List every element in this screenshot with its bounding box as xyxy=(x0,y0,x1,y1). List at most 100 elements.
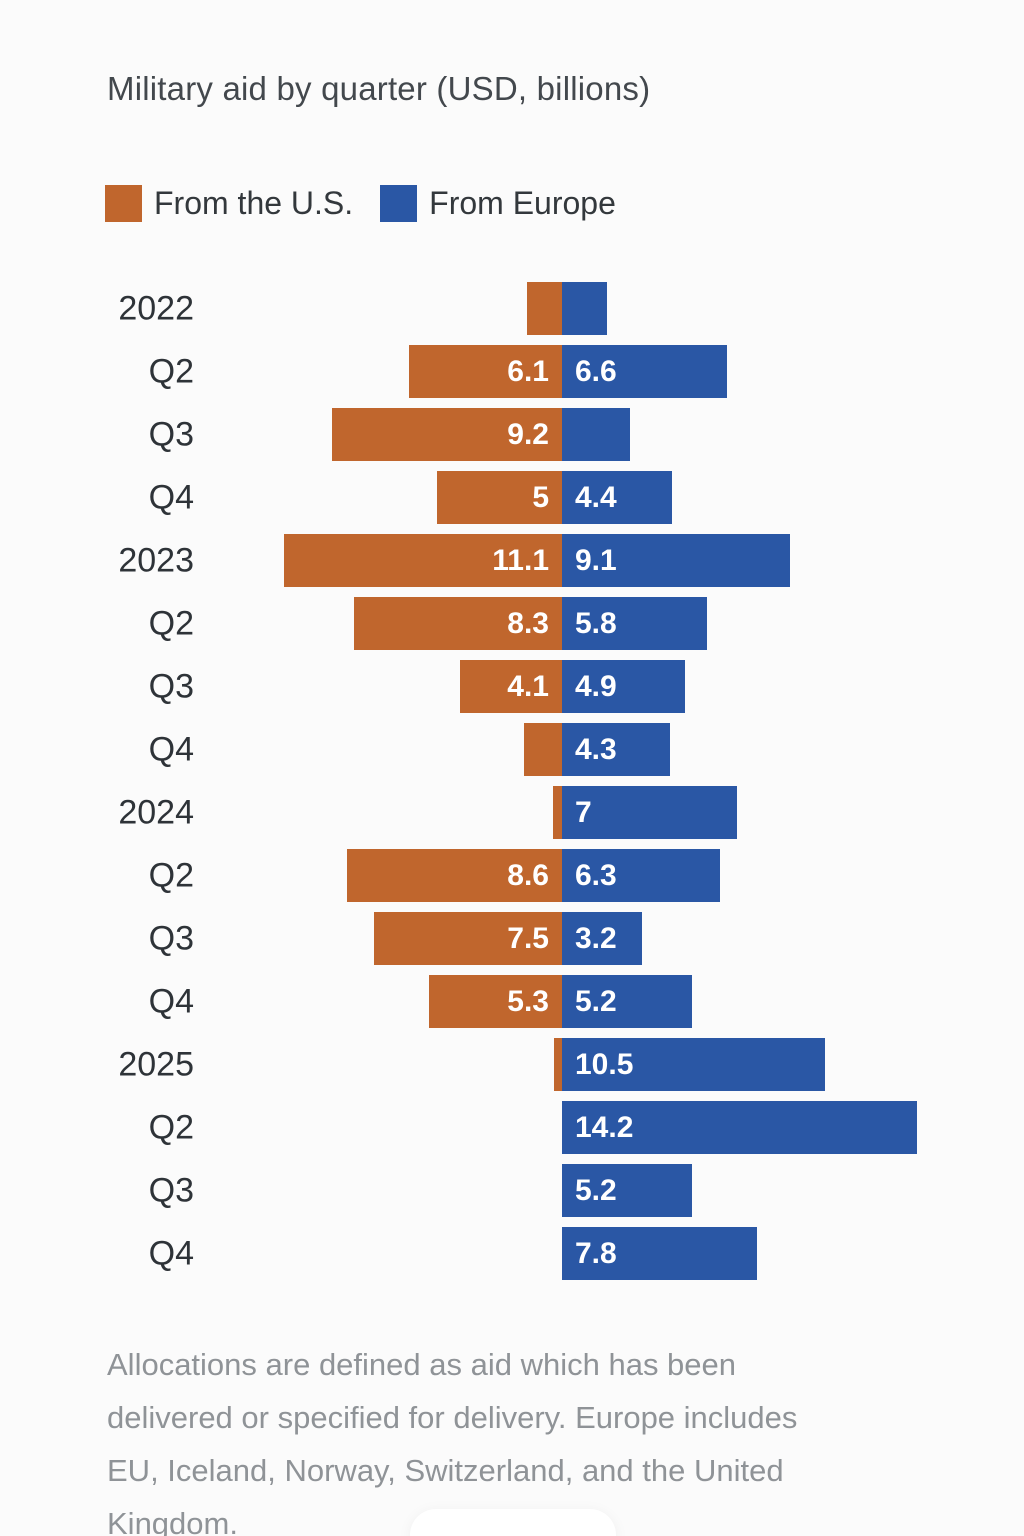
europe-bar: 5.8 xyxy=(562,597,707,650)
us-bar xyxy=(527,282,562,335)
us-zone: 4.1 xyxy=(0,660,562,713)
europe-bar-value: 6.3 xyxy=(575,859,617,892)
us-bar: 8.6 xyxy=(347,849,562,902)
us-bar-value: 9.2 xyxy=(507,418,549,451)
europe-bar: 5.2 xyxy=(562,1164,692,1217)
row-label: Q2 xyxy=(148,1108,194,1146)
legend-label-europe: From Europe xyxy=(429,185,616,221)
europe-bar: 6.3 xyxy=(562,849,720,902)
us-zone xyxy=(0,1038,562,1091)
us-zone: 7.5 xyxy=(0,912,562,965)
us-bar-value: 4.1 xyxy=(507,670,549,703)
europe-bar: 4.4 xyxy=(562,471,672,524)
europe-zone: 7.8 xyxy=(562,1227,1024,1280)
legend-label-us: From the U.S. xyxy=(154,185,354,221)
europe-zone: 14.2 xyxy=(562,1101,1024,1154)
us-bar-value: 6.1 xyxy=(507,355,549,388)
europe-bar xyxy=(562,408,630,461)
europe-zone: 9.1 xyxy=(562,534,1024,587)
europe-bar: 3.2 xyxy=(562,912,642,965)
us-zone: 9.2 xyxy=(0,408,562,461)
europe-bar: 4.9 xyxy=(562,660,685,713)
europe-zone: 3.2 xyxy=(562,912,1024,965)
europe-zone xyxy=(562,408,1024,461)
chart-row-5: Q2 8.3 5.8 xyxy=(0,592,1024,655)
europe-bar xyxy=(562,282,607,335)
europe-bar-value: 4.3 xyxy=(575,733,617,766)
europe-bar-value: 4.4 xyxy=(575,481,617,514)
europe-bar-value: 14.2 xyxy=(575,1111,634,1144)
europe-bar-value: 7.8 xyxy=(575,1237,617,1270)
europe-zone: 4.3 xyxy=(562,723,1024,776)
chart-row-12: 2025 10.5 xyxy=(0,1033,1024,1096)
chart-row-13: Q2 14.2 xyxy=(0,1096,1024,1159)
footnote-line: EU, Iceland, Norway, Switzerland, and th… xyxy=(107,1453,784,1488)
chart-row-1: Q2 6.1 6.6 xyxy=(0,340,1024,403)
us-bar xyxy=(524,723,562,776)
chart-row-2: Q3 9.2 xyxy=(0,403,1024,466)
europe-bar-value: 6.6 xyxy=(575,355,617,388)
legend-item-europe: From Europe xyxy=(380,185,616,222)
europe-zone: 5.2 xyxy=(562,1164,1024,1217)
row-label: Q3 xyxy=(148,919,194,957)
europe-zone: 4.4 xyxy=(562,471,1024,524)
chart-row-0: 2022 xyxy=(0,277,1024,340)
row-label: Q3 xyxy=(148,667,194,705)
us-bar xyxy=(554,1038,562,1091)
row-label: Q2 xyxy=(148,604,194,642)
us-bar-value: 7.5 xyxy=(507,922,549,955)
footnote-line: delivered or specified for delivery. Eur… xyxy=(107,1400,798,1435)
chart-row-14: Q3 5.2 xyxy=(0,1159,1024,1222)
europe-zone: 6.6 xyxy=(562,345,1024,398)
us-bar-value: 8.6 xyxy=(507,859,549,892)
us-bar-value: 5 xyxy=(532,481,549,514)
row-label: 2025 xyxy=(118,1045,194,1083)
us-bar xyxy=(553,786,562,839)
us-zone: 11.1 xyxy=(0,534,562,587)
us-bar: 11.1 xyxy=(284,534,562,587)
chart-row-8: 2024 7 xyxy=(0,781,1024,844)
chart-row-10: Q3 7.5 3.2 xyxy=(0,907,1024,970)
europe-bar-value: 5.8 xyxy=(575,607,617,640)
europe-zone: 5.8 xyxy=(562,597,1024,650)
us-bar: 6.1 xyxy=(409,345,562,398)
europe-zone: 4.9 xyxy=(562,660,1024,713)
row-label: Q4 xyxy=(148,730,194,768)
us-bar: 9.2 xyxy=(332,408,562,461)
us-zone xyxy=(0,282,562,335)
us-bar-value: 8.3 xyxy=(507,607,549,640)
row-label: Q4 xyxy=(148,478,194,516)
chart-row-15: Q4 7.8 xyxy=(0,1222,1024,1285)
row-label: 2022 xyxy=(118,289,194,327)
legend-item-us: From the U.S. xyxy=(105,185,353,222)
europe-zone: 6.3 xyxy=(562,849,1024,902)
us-bar: 5.3 xyxy=(429,975,562,1028)
us-legend-swatch-icon xyxy=(105,185,142,222)
us-bar: 5 xyxy=(437,471,562,524)
us-zone: 6.1 xyxy=(0,345,562,398)
europe-zone: 10.5 xyxy=(562,1038,1024,1091)
chart-footnote: Allocations are defined as aid which has… xyxy=(107,1338,937,1536)
chart-row-4: 2023 11.1 9.1 xyxy=(0,529,1024,592)
row-label: Q2 xyxy=(148,856,194,894)
europe-bar-value: 10.5 xyxy=(575,1048,634,1081)
row-label: Q4 xyxy=(148,982,194,1020)
europe-bar-value: 7 xyxy=(575,796,592,829)
diverging-bar-chart: 2022 Q2 6.1 6.6 Q3 9.2 Q4 5 4.4 2023 11.1 9.1 Q2 8.3 5… xyxy=(0,277,1024,1285)
europe-zone: 5.2 xyxy=(562,975,1024,1028)
us-bar: 4.1 xyxy=(460,660,562,713)
us-bar-value: 11.1 xyxy=(492,544,549,577)
us-bar-value: 5.3 xyxy=(507,985,549,1018)
chart-title: Military aid by quarter (USD, billions) xyxy=(107,70,651,107)
footnote-line: Kingdom. xyxy=(107,1506,238,1536)
us-zone xyxy=(0,723,562,776)
row-label: 2023 xyxy=(118,541,194,579)
us-bar: 7.5 xyxy=(374,912,562,965)
europe-bar-value: 3.2 xyxy=(575,922,617,955)
europe-bar: 10.5 xyxy=(562,1038,825,1091)
chart-row-11: Q4 5.3 5.2 xyxy=(0,970,1024,1033)
europe-zone xyxy=(562,282,1024,335)
us-zone xyxy=(0,1164,562,1217)
us-zone: 8.3 xyxy=(0,597,562,650)
us-zone: 8.6 xyxy=(0,849,562,902)
